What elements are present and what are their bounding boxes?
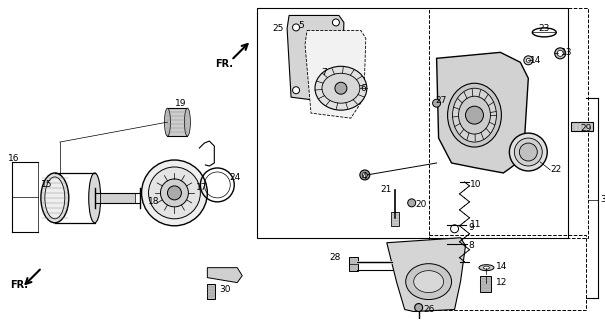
Text: 17: 17 <box>197 183 208 192</box>
Circle shape <box>360 170 370 180</box>
Bar <box>428 235 586 309</box>
Bar <box>208 284 215 299</box>
Ellipse shape <box>483 266 489 269</box>
Ellipse shape <box>45 177 65 219</box>
Text: 26: 26 <box>424 305 435 314</box>
Circle shape <box>293 24 299 31</box>
Polygon shape <box>287 15 344 102</box>
Text: 18: 18 <box>148 197 159 206</box>
Ellipse shape <box>406 264 451 300</box>
Text: 20: 20 <box>416 200 427 209</box>
Ellipse shape <box>509 133 548 171</box>
Text: 13: 13 <box>561 48 573 57</box>
Ellipse shape <box>322 73 360 103</box>
Circle shape <box>362 172 367 178</box>
Circle shape <box>414 304 423 311</box>
Text: 9: 9 <box>468 223 474 232</box>
Polygon shape <box>437 52 528 173</box>
Ellipse shape <box>514 138 542 166</box>
Bar <box>349 257 358 271</box>
Ellipse shape <box>453 88 497 142</box>
Circle shape <box>335 82 347 94</box>
Text: 15: 15 <box>41 180 53 189</box>
Text: 6: 6 <box>361 84 367 93</box>
Bar <box>391 212 399 226</box>
Ellipse shape <box>89 173 100 223</box>
Bar <box>428 9 588 238</box>
Ellipse shape <box>459 96 491 134</box>
Circle shape <box>408 199 416 207</box>
Bar <box>100 193 134 203</box>
Text: 27: 27 <box>436 96 447 105</box>
Text: 11: 11 <box>469 220 481 229</box>
Text: 10: 10 <box>469 180 481 189</box>
Text: 21: 21 <box>381 185 392 195</box>
Text: 29: 29 <box>580 124 592 132</box>
Text: 3: 3 <box>600 196 605 204</box>
Text: 22: 22 <box>550 165 561 174</box>
Circle shape <box>332 87 339 94</box>
Circle shape <box>142 160 208 226</box>
Text: 23: 23 <box>538 24 550 33</box>
Polygon shape <box>305 30 366 118</box>
Ellipse shape <box>448 83 502 147</box>
Circle shape <box>332 19 339 26</box>
Text: 16: 16 <box>8 154 19 163</box>
Circle shape <box>555 48 566 59</box>
Bar <box>571 122 593 131</box>
Circle shape <box>557 50 563 56</box>
Text: 5: 5 <box>298 21 304 30</box>
Bar <box>257 9 568 238</box>
Circle shape <box>465 106 483 124</box>
Text: FR.: FR. <box>215 59 234 69</box>
Text: 28: 28 <box>330 253 341 262</box>
Bar <box>480 276 491 292</box>
Text: 30: 30 <box>219 285 231 294</box>
Circle shape <box>293 87 299 94</box>
Circle shape <box>148 167 200 219</box>
Ellipse shape <box>519 143 537 161</box>
Ellipse shape <box>185 108 191 136</box>
Text: 24: 24 <box>229 173 241 182</box>
Ellipse shape <box>479 265 494 271</box>
Polygon shape <box>208 268 242 283</box>
Text: 12: 12 <box>497 278 508 287</box>
Circle shape <box>168 186 182 200</box>
Circle shape <box>524 56 533 65</box>
Text: 4: 4 <box>361 172 367 181</box>
Ellipse shape <box>165 108 171 136</box>
Text: 25: 25 <box>273 24 284 33</box>
Ellipse shape <box>414 271 443 292</box>
Circle shape <box>526 58 531 62</box>
Circle shape <box>433 99 440 107</box>
Ellipse shape <box>315 66 367 110</box>
Text: 7: 7 <box>321 68 327 77</box>
Text: 14: 14 <box>497 262 508 271</box>
Text: 19: 19 <box>175 99 187 108</box>
Text: FR.: FR. <box>10 280 28 290</box>
Text: 8: 8 <box>468 241 474 250</box>
Polygon shape <box>387 238 465 311</box>
Bar <box>168 108 188 136</box>
Circle shape <box>160 179 188 207</box>
Ellipse shape <box>41 173 69 223</box>
Text: 14: 14 <box>531 56 541 65</box>
